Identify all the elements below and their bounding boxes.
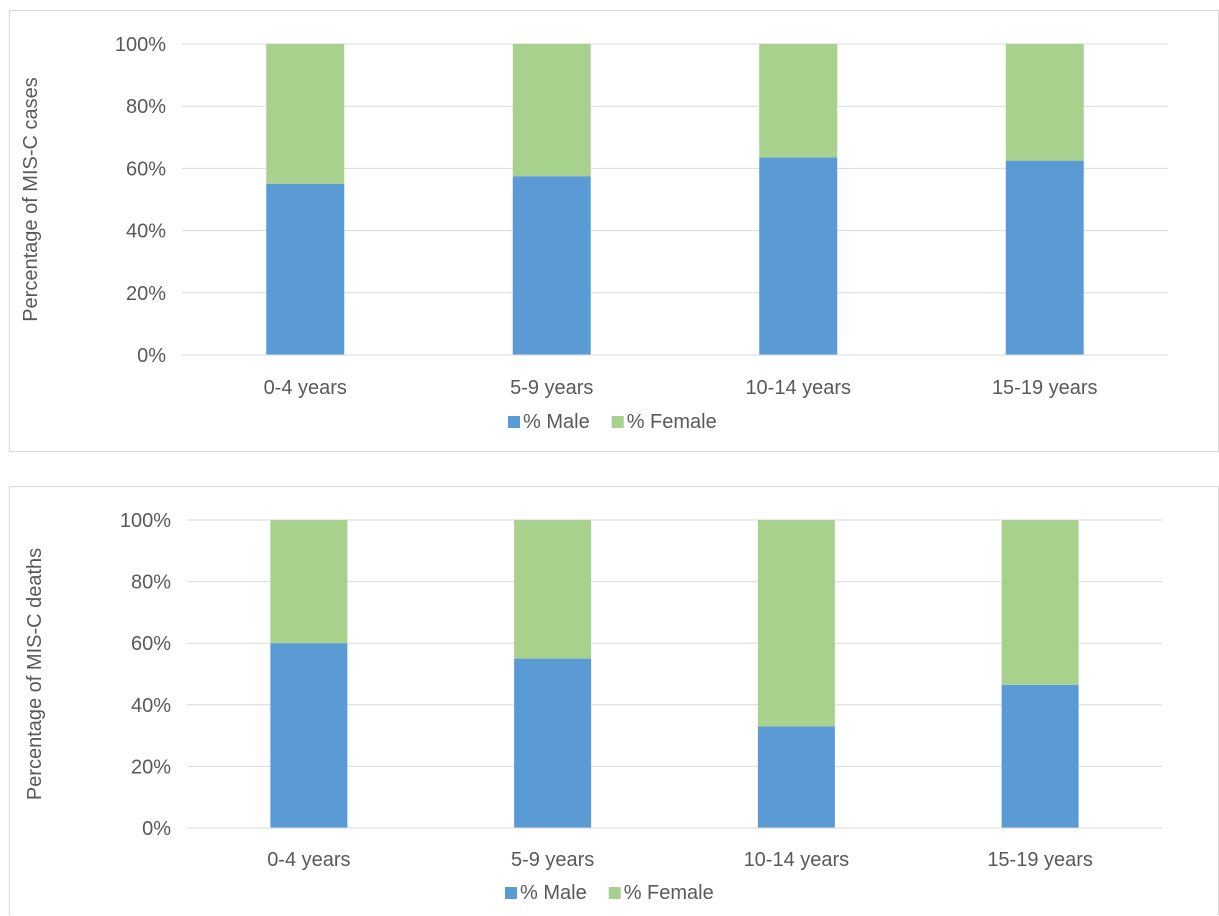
y-tick-label: 20% bbox=[126, 283, 166, 305]
bar-male bbox=[266, 183, 345, 355]
y-tick-label: 60% bbox=[131, 633, 171, 655]
bar-male bbox=[270, 643, 348, 828]
bar-male bbox=[512, 176, 591, 355]
y-axis-title: Percentage of MIS-C cases bbox=[20, 77, 42, 322]
bar-male bbox=[757, 726, 835, 828]
y-tick-label: 40% bbox=[131, 695, 171, 717]
bar-male bbox=[759, 157, 838, 355]
bar-female bbox=[759, 44, 838, 158]
y-tick-label: 40% bbox=[126, 221, 166, 243]
legend-swatch-male bbox=[508, 416, 520, 428]
y-tick-label: 80% bbox=[131, 572, 171, 594]
y-tick-label: 0% bbox=[137, 345, 166, 367]
x-category-label: 0-4 years bbox=[267, 849, 350, 871]
legend-swatch-male bbox=[505, 887, 517, 899]
y-tick-label: 100% bbox=[115, 34, 166, 56]
bar-female bbox=[266, 44, 345, 184]
bar-female bbox=[270, 520, 348, 644]
bar-female bbox=[757, 520, 835, 727]
y-tick-label: 80% bbox=[126, 96, 166, 118]
cases-chart-svg: 0% 20% 40% 60% 80% 100% Percentage of MIS-C ca… bbox=[20, 34, 1168, 433]
y-axis-title: Percentage of MIS-C deaths bbox=[24, 548, 46, 800]
legend-swatch-female bbox=[611, 416, 624, 428]
bar-female bbox=[514, 520, 592, 659]
y-tick-label: 100% bbox=[120, 510, 171, 532]
x-category-label: 0-4 years bbox=[264, 377, 347, 399]
deaths-chart-svg: 0% 20% 40% 60% 80% 100% Percentage of MIS-C de… bbox=[24, 510, 1162, 904]
cases-chart: 0% 20% 40% 60% 80% 100% Percentage of MIS-C ca… bbox=[9, 10, 1219, 452]
legend-label-male: % Male bbox=[523, 411, 590, 433]
bar-female bbox=[1001, 520, 1079, 685]
bar-male bbox=[1005, 160, 1084, 355]
legend-swatch-female bbox=[608, 887, 621, 899]
bar-female bbox=[1005, 44, 1084, 161]
legend-label-female: % Female bbox=[627, 411, 717, 433]
bar-female bbox=[512, 44, 591, 177]
bar-male bbox=[514, 658, 592, 828]
x-category-label: 10-14 years bbox=[744, 849, 850, 871]
y-tick-label: 0% bbox=[142, 818, 171, 840]
x-category-label: 5-9 years bbox=[511, 849, 594, 871]
x-category-label: 5-9 years bbox=[510, 377, 593, 399]
y-tick-label: 60% bbox=[126, 158, 166, 180]
legend-label-female: % Female bbox=[624, 882, 714, 904]
legend-label-male: % Male bbox=[520, 882, 587, 904]
x-category-label: 10-14 years bbox=[745, 377, 851, 399]
y-tick-label: 20% bbox=[131, 756, 171, 778]
x-category-label: 15-19 years bbox=[987, 849, 1093, 871]
x-category-label: 15-19 years bbox=[992, 377, 1098, 399]
deaths-chart: 0% 20% 40% 60% 80% 100% Percentage of MIS-C de… bbox=[9, 486, 1219, 915]
bar-male bbox=[1001, 684, 1079, 828]
